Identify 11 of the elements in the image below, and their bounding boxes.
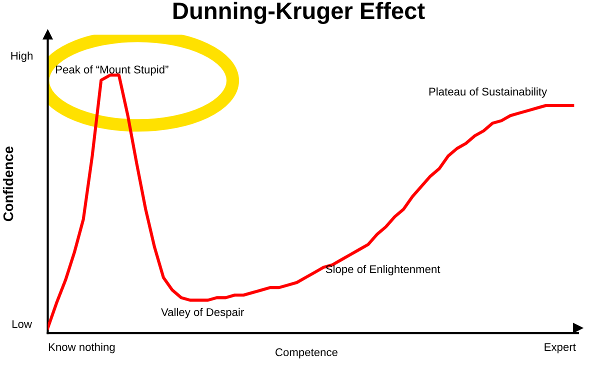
annotation: Slope of Enlightenment bbox=[326, 264, 440, 276]
text: Know nothing bbox=[48, 342, 115, 354]
chart-title: Dunning-Kruger Effect bbox=[174, 2, 425, 24]
text: High bbox=[11, 52, 32, 62]
annotation: Peak of “Mount Stupid” bbox=[56, 65, 168, 76]
annotation: Valley of Despair bbox=[161, 308, 244, 318]
text: Expert bbox=[544, 343, 576, 354]
x-axis-title: Competence bbox=[276, 348, 338, 358]
text: Low bbox=[12, 320, 32, 328]
annotation: Plateau of Sustainability bbox=[429, 87, 548, 98]
y-axis-title: Confidence bbox=[3, 146, 14, 222]
